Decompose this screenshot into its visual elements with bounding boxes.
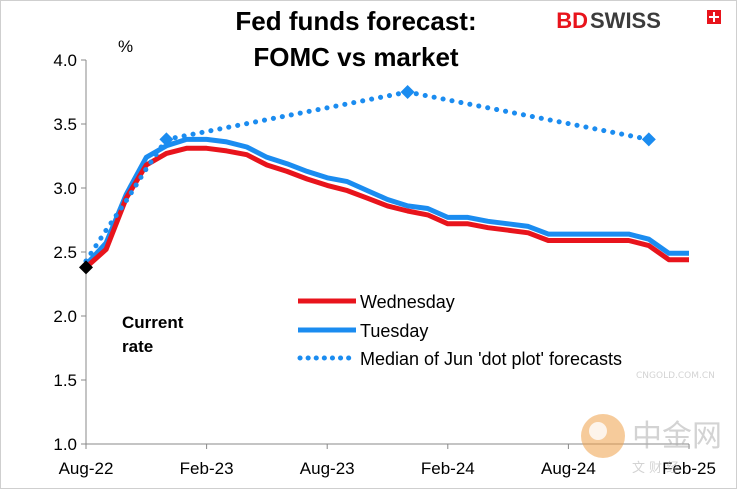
watermark-sub-text: 文 财 经 [632, 461, 679, 476]
y-tick-label: 1.0 [53, 435, 77, 454]
y-tick-label: 4.0 [53, 51, 77, 70]
dot-plot-marker [159, 132, 174, 147]
current-rate-marker [79, 260, 93, 275]
y-tick-label: 3.5 [53, 115, 77, 134]
logo-text-bd: BD [556, 8, 588, 33]
chart-title-line-1: Fed funds forecast: [235, 6, 476, 36]
x-tick-label: Aug-24 [541, 459, 596, 478]
watermark-cn-text: 中金网 [632, 419, 722, 454]
chart-title-line-2: FOMC vs market [253, 42, 459, 72]
series-layer [79, 85, 689, 275]
legend: Wednesday Tuesday Median of Jun 'dot plo… [297, 292, 622, 369]
legend-label-tuesday: Tuesday [360, 321, 428, 341]
watermark-logo-icon [581, 414, 625, 458]
y-tick-label: 3.0 [53, 179, 77, 198]
y-tick-label: 1.5 [53, 371, 77, 390]
x-tick-label: Aug-22 [59, 459, 114, 478]
x-tick-label: Feb-23 [180, 459, 234, 478]
dot-plot-marker [400, 85, 415, 99]
current-rate-label-line-1: Current [122, 313, 184, 332]
x-tick-label: Aug-23 [300, 459, 355, 478]
y-tick-label: 2.5 [53, 243, 77, 262]
x-tick-label: Feb-25 [662, 459, 716, 478]
cngold-watermark: 中金网 CNGOLD.COM.CN 文 财 经 [581, 371, 722, 476]
watermark-url-text: CNGOLD.COM.CN [636, 371, 715, 381]
x-axis-ticks: Aug-22 Feb-23 Aug-23 Feb-24 Aug-24 Feb-25 [59, 444, 716, 478]
logo-plus-icon [707, 10, 721, 24]
x-tick-label: Feb-24 [421, 459, 475, 478]
legend-label-wednesday: Wednesday [360, 292, 455, 312]
y-unit-label: % [118, 37, 133, 56]
current-rate-label-line-2: rate [122, 337, 153, 356]
y-tick-label: 2.0 [53, 307, 77, 326]
legend-label-dot-plot: Median of Jun 'dot plot' forecasts [360, 349, 622, 369]
logo-text-swiss: SWISS [590, 8, 661, 33]
dot-plot-marker [641, 132, 656, 147]
series-line-tuesday [84, 136, 689, 267]
bdswiss-logo: BD SWISS [556, 8, 721, 33]
series-line-wednesday [84, 145, 689, 270]
y-axis-ticks: 1.0 1.5 2.0 2.5 3.0 3.5 4.0 [53, 51, 86, 454]
